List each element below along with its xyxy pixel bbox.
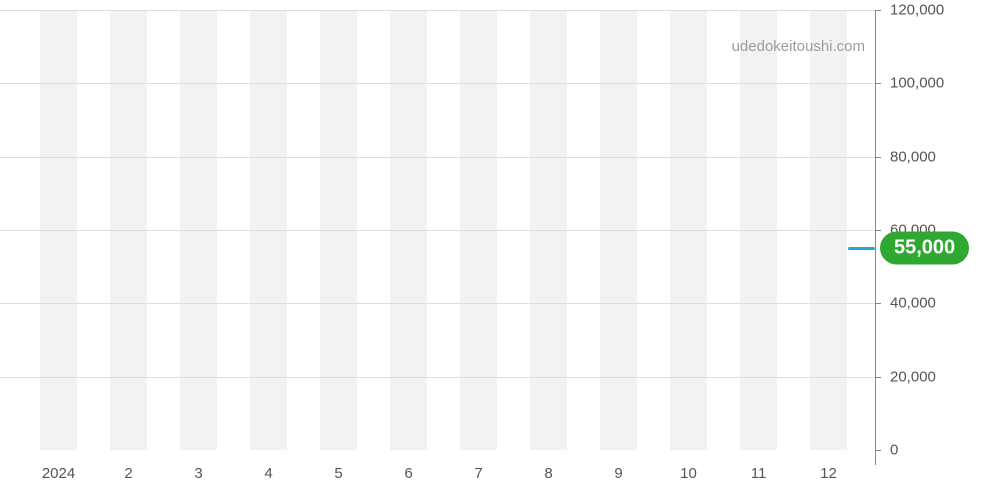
y-tick-label: 40,000 [890, 295, 936, 312]
x-tick-label: 12 [820, 465, 837, 482]
current-value-badge: 55,000 [880, 232, 969, 265]
x-tick-label: 10 [680, 465, 697, 482]
watermark-text: udedokeitoushi.com [732, 38, 865, 55]
y-tick [875, 377, 881, 378]
badge-label: 55,000 [894, 237, 955, 259]
gridline [0, 157, 875, 158]
y-tick-label: 100,000 [890, 75, 944, 92]
gridline [0, 83, 875, 84]
gridline [0, 10, 875, 11]
x-tick-label: 5 [334, 465, 342, 482]
price-chart: 020,00040,00060,00080,000100,000120,000 … [0, 0, 1000, 500]
series-line [848, 247, 875, 250]
plot-area [0, 10, 875, 450]
x-tick-label: 2 [124, 465, 132, 482]
gridline [0, 377, 875, 378]
y-tick [875, 450, 881, 451]
y-tick-label: 20,000 [890, 368, 936, 385]
gridline [0, 230, 875, 231]
y-tick [875, 157, 881, 158]
y-tick-label: 80,000 [890, 148, 936, 165]
gridline [0, 303, 875, 304]
y-tick-label: 0 [890, 442, 898, 459]
y-axis-line [875, 10, 876, 465]
x-tick-label: 11 [751, 465, 767, 482]
x-tick-label: 7 [474, 465, 482, 482]
x-tick-label: 8 [544, 465, 552, 482]
y-tick [875, 303, 881, 304]
x-tick-label: 4 [264, 465, 272, 482]
y-tick [875, 230, 881, 231]
x-tick-label: 3 [194, 465, 202, 482]
x-tick-label: 6 [404, 465, 412, 482]
x-tick-label: 2024 [42, 465, 75, 482]
x-tick-label: 9 [614, 465, 622, 482]
y-tick [875, 83, 881, 84]
y-tick [875, 10, 881, 11]
y-tick-label: 120,000 [890, 2, 944, 19]
